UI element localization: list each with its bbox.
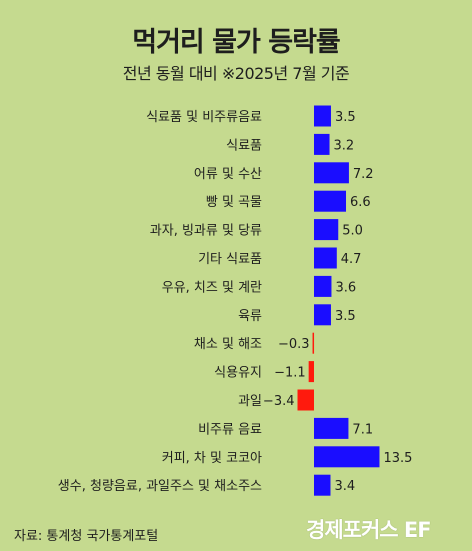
value-label: 3.5 [335, 110, 356, 125]
category-label: 육류 [238, 309, 262, 324]
source-note: 자료: 통계청 국가통계포털 [14, 529, 159, 544]
bar [314, 219, 339, 241]
category-label: 비주류 음료 [198, 422, 262, 437]
bar [314, 247, 337, 269]
category-label: 커피, 차 및 코코아 [162, 451, 262, 466]
value-label: 7.1 [352, 422, 373, 437]
bar [297, 389, 314, 411]
value-label: −1.1 [274, 366, 306, 381]
value-label: 6.6 [350, 195, 371, 210]
bar [308, 361, 314, 383]
category-label: 과일 [238, 394, 262, 409]
category-label: 생수, 청량음료, 과일주스 및 채소주스 [58, 479, 262, 494]
value-label: −3.4 [263, 394, 295, 409]
bar [314, 162, 349, 184]
value-label: 3.5 [335, 309, 356, 324]
bar [314, 275, 332, 297]
bar [314, 133, 330, 155]
chart-subtitle: 전년 동월 대비 ※2025년 7월 기준 [122, 64, 350, 83]
value-label: 3.2 [334, 138, 355, 153]
bar [314, 105, 331, 127]
bar [314, 474, 331, 496]
publisher-logo: 경제포커스 EF [306, 518, 432, 542]
bar [314, 446, 380, 468]
category-label: 빵 및 곡물 [206, 195, 262, 210]
category-label: 채소 및 해조 [194, 337, 262, 352]
category-label: 우유, 치즈 및 계란 [162, 280, 262, 295]
bar [312, 332, 315, 354]
value-label: 5.0 [342, 224, 363, 239]
category-label: 과자, 빙과류 및 당류 [150, 224, 262, 239]
bar [314, 190, 347, 212]
value-label: 4.7 [341, 252, 362, 267]
category-label: 식료품 [226, 138, 262, 153]
category-label: 식료품 및 비주류음료 [146, 110, 262, 125]
bar [314, 417, 349, 439]
value-label: 13.5 [383, 451, 412, 466]
value-label: 3.6 [335, 280, 356, 295]
value-label: 3.4 [334, 479, 355, 494]
category-label: 식용유지 [214, 366, 262, 381]
value-label: −0.3 [278, 337, 310, 352]
category-label: 기타 식료품 [198, 252, 262, 267]
value-label: 7.2 [353, 167, 374, 182]
category-label: 어류 및 수산 [194, 167, 262, 182]
chart-title: 먹거리 물가 등락률 [132, 27, 341, 58]
bar [314, 304, 331, 326]
